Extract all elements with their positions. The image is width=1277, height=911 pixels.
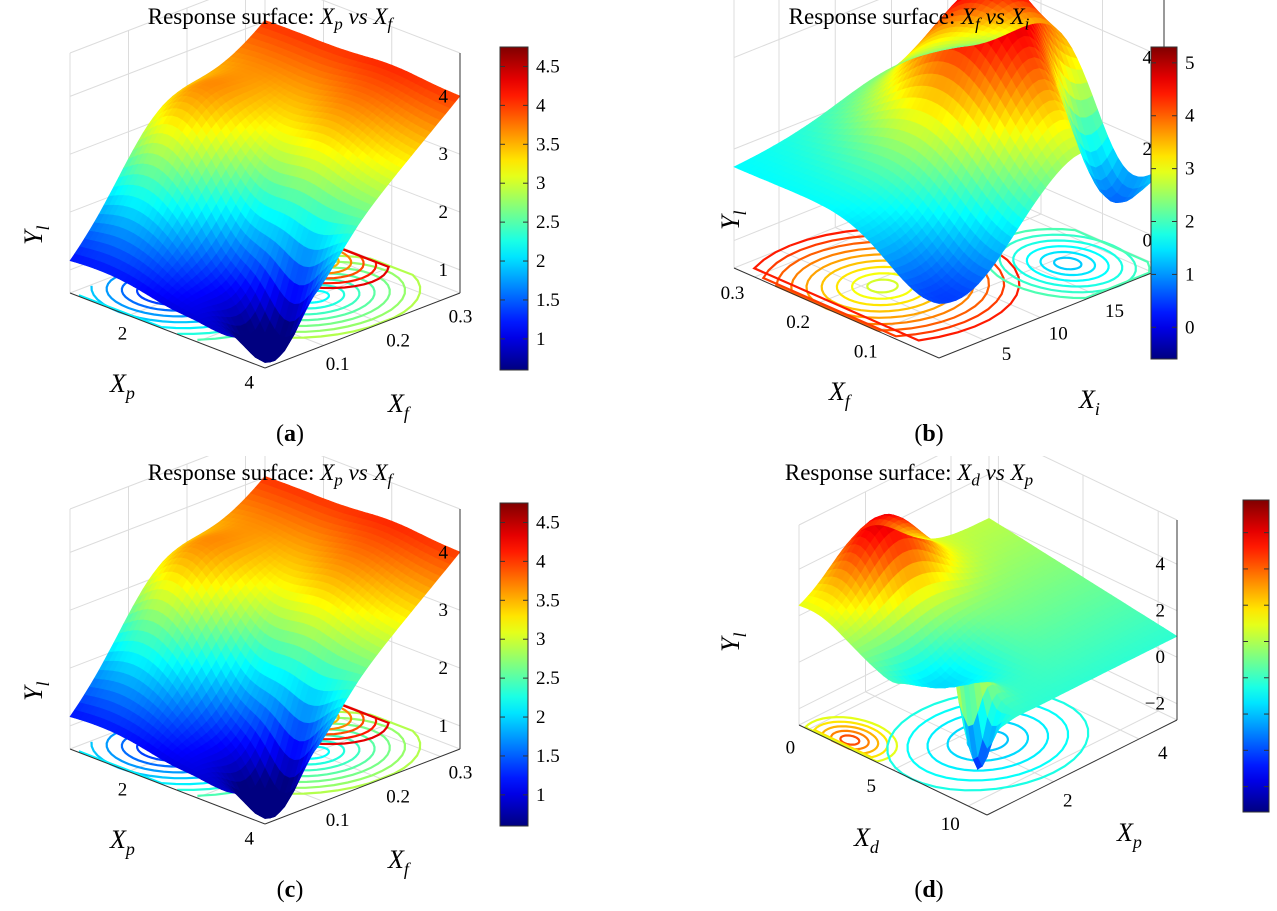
z-tick-label: 4 xyxy=(1143,47,1153,68)
y-axis-line xyxy=(733,267,940,359)
z-tick-label: 2 xyxy=(1143,139,1153,160)
panel-c: 2 4 0.1 0.2 0.3 1 2 3 4 Xp Xf Yl 1 1.5 2 2.5 3 3.5 4 4.5 Re… xyxy=(0,456,638,911)
grid-line xyxy=(69,20,266,97)
grid-line xyxy=(320,0,461,54)
surface xyxy=(733,0,1165,304)
colorbar-tick-label: 4 xyxy=(536,95,546,116)
y-axis-line xyxy=(69,292,266,369)
colorbar-tick-label: 2.5 xyxy=(536,212,560,233)
colorbar-tick-label: 4 xyxy=(1185,106,1195,127)
z-tick-label: 3 xyxy=(439,144,449,165)
z-tick-label: 1 xyxy=(439,260,449,281)
x-tick-label: 0.3 xyxy=(721,283,745,304)
z-axis-label: Yl xyxy=(716,211,750,230)
panel-a: 2 4 0.1 0.2 0.3 1 2 3 4 Xp Xf Yl 1 1.5 2 2.5 3 3.5 4 4.5 Re… xyxy=(0,0,638,455)
y-axis-label: Xf xyxy=(387,389,412,423)
z-tick-label: 4 xyxy=(439,86,449,107)
colorbar-tick-label: 2 xyxy=(1185,212,1195,233)
x-tick-label: 4 xyxy=(245,372,255,393)
y-tick-label: 15 xyxy=(1105,301,1124,322)
grid-line xyxy=(320,456,461,510)
grid-line xyxy=(69,456,210,510)
colorbar xyxy=(499,46,529,371)
surface xyxy=(69,20,461,363)
x-axis-label: Xp xyxy=(109,369,135,403)
colorbar-tick-label: 3 xyxy=(536,173,546,194)
contour-line xyxy=(1025,245,1110,282)
z-axis-label: Yl xyxy=(19,226,53,245)
surface-plot-b: 0.10.20.35101520024XfXiYl012345 xyxy=(716,0,1195,419)
x-axis-line xyxy=(938,267,1165,359)
contour-line xyxy=(1012,239,1124,288)
contour-line xyxy=(1039,250,1097,277)
z-tick-label: 0 xyxy=(1143,231,1153,252)
caption-b: (b) xyxy=(914,421,944,447)
grid-line xyxy=(69,476,266,553)
axes xyxy=(69,53,461,369)
caption-a: (a) xyxy=(276,421,304,447)
x-tick-label: 2 xyxy=(118,324,128,345)
colorbar-tick-label: 4.5 xyxy=(536,56,560,77)
surface-plot-a: 2 4 0.1 0.2 0.3 1 2 3 4 Xp Xf Yl 1 1.5 2 2.5 3 3.5 4 4.5 xyxy=(19,0,560,423)
grid-line xyxy=(778,249,985,341)
contour-line xyxy=(1052,256,1083,271)
y-axis-label: Xi xyxy=(1078,385,1100,419)
colorbar xyxy=(1150,46,1178,360)
surface-patch xyxy=(953,45,965,48)
contour-line xyxy=(850,272,915,300)
chart-title-a: Response surface: Xp vs Xf xyxy=(147,4,393,34)
grid-line xyxy=(69,0,210,54)
x-axis-line xyxy=(264,292,461,369)
colorbar-tick-label: 0 xyxy=(1185,317,1195,338)
x-axis-label: Xf xyxy=(828,377,853,411)
y-tick-label: 5 xyxy=(1002,344,1012,365)
panel-b: 0.10.20.35101520024XfXiYl012345 Response… xyxy=(639,0,1277,455)
colorbar-tick-label: 1 xyxy=(536,329,546,350)
x-tick-label: 0.2 xyxy=(786,312,810,333)
colorbar-tick-label: 3 xyxy=(1185,159,1195,180)
colorbar-tick-label: 2 xyxy=(536,251,546,272)
y-tick-label: 0.2 xyxy=(386,331,410,352)
colorbar-tick-label: 1 xyxy=(1185,264,1195,285)
colorbar-tick-label: 1.5 xyxy=(536,290,560,311)
grid-line xyxy=(1031,0,1165,58)
y-tick-label: 0.3 xyxy=(449,307,473,328)
surface-patch xyxy=(259,20,271,29)
z-tick-label: 2 xyxy=(439,202,449,223)
chart-title-b: Response surface: Xf vs Xi xyxy=(788,4,1030,34)
colorbar-tick-label: 5 xyxy=(1185,53,1195,74)
y-tick-label: 0.1 xyxy=(326,354,350,375)
x-tick-label: 0.1 xyxy=(854,342,878,363)
grid-line xyxy=(733,0,880,58)
colorbar-tick-label: 3.5 xyxy=(536,134,560,155)
contour-line xyxy=(866,278,899,294)
y-tick-label: 10 xyxy=(1049,324,1068,345)
surface xyxy=(69,476,461,819)
